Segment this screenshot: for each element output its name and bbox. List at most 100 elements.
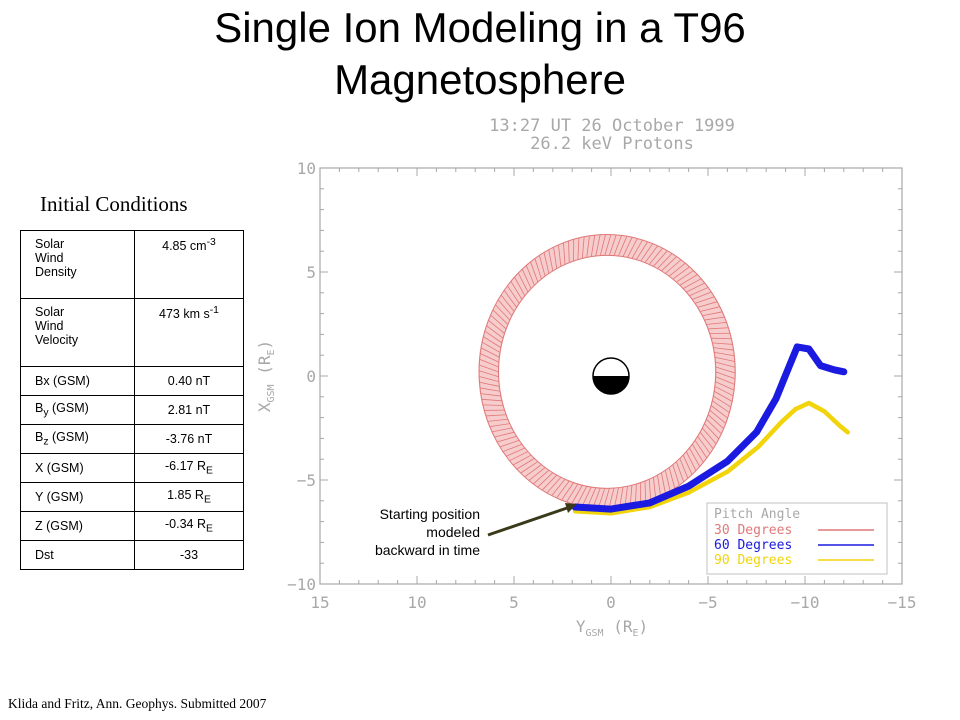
label-x-gsm: X (GSM) — [20, 453, 135, 483]
pitch-30-ring — [478, 234, 736, 510]
ring-hatch — [530, 261, 539, 283]
ring-hatch — [478, 370, 499, 378]
ring-hatch — [510, 281, 523, 300]
plot-title-line-1: 13:27 UT 26 October 1999 — [489, 116, 735, 136]
ring-hatch — [507, 285, 520, 304]
table-row: By (GSM) 2.81 nT — [20, 395, 244, 425]
y-tick-label: −10 — [287, 575, 316, 594]
ring-hatch — [627, 238, 638, 258]
label-main: B — [35, 401, 44, 416]
label-line: Velocity — [35, 333, 79, 347]
ring-hatch — [587, 487, 597, 508]
x-axis-label-rest: (R — [604, 617, 633, 636]
ring-hatch — [694, 440, 708, 459]
ring-hatch — [497, 299, 513, 316]
ring-hatch — [715, 371, 736, 380]
ring-hatch — [665, 259, 682, 274]
y-axis-label-sub: GSM — [266, 384, 277, 402]
ring-hatch — [488, 319, 505, 334]
ring-hatch — [706, 418, 722, 435]
ring-hatch — [715, 381, 735, 391]
ring-hatch — [713, 395, 732, 408]
ring-hatch — [528, 467, 546, 481]
ring-hatch — [568, 240, 570, 263]
value-sup: -1 — [209, 305, 219, 316]
ring-hatch — [566, 483, 579, 503]
ring-hatch — [613, 235, 622, 256]
ring-hatch — [644, 481, 647, 503]
ring-hatch — [675, 461, 685, 482]
y-axis-label: XGSM (RE) — [255, 340, 277, 412]
label-line: Solar — [35, 305, 65, 319]
value-solar-wind-velocity: 473 km s-1 — [134, 298, 244, 367]
ring-hatch — [715, 366, 736, 374]
ring-hatch — [679, 274, 698, 286]
initial-conditions-heading: Initial Conditions — [40, 192, 188, 216]
legend-label: 90 Degrees — [714, 553, 792, 568]
ring-hatch — [503, 290, 517, 308]
ring-hatch — [502, 443, 523, 453]
ring-hatch — [714, 356, 735, 362]
ring-hatch — [492, 309, 509, 325]
legend-label: 30 Degrees — [714, 523, 792, 538]
ring-hatch — [577, 237, 580, 260]
label-line: Wind — [35, 319, 64, 333]
value-dst: -33 — [134, 540, 244, 570]
table-row: Bx (GSM) 0.40 nT — [20, 366, 244, 396]
citation-footer: Klida and Fritz, Ann. Geophys. Submitted… — [8, 696, 267, 711]
ring-hatch — [702, 427, 717, 445]
label-rest: (GSM) — [48, 401, 89, 416]
annotation-arrow-line — [487, 505, 571, 537]
label-main: B — [35, 430, 44, 445]
annotation-line: backward in time — [374, 542, 480, 558]
ring-hatch — [479, 381, 500, 387]
ring-hatch — [576, 486, 588, 506]
ring-hatch — [495, 304, 511, 321]
label-solar-wind-velocity: Solar Wind Velocity — [20, 298, 135, 367]
annotation-line: modeled — [426, 524, 480, 540]
ring-hatch — [709, 409, 727, 424]
ring-hatch — [483, 336, 502, 348]
ring-hatch — [618, 236, 628, 257]
ring-hatch — [479, 364, 499, 373]
table-row: Dst -33 — [20, 540, 244, 570]
title-line-1: Single Ion Modeling in a T96 — [214, 4, 746, 51]
ring-hatch — [679, 458, 689, 479]
ring-hatch — [714, 352, 735, 357]
ring-hatch — [500, 294, 515, 312]
ring-hatch — [537, 472, 554, 488]
ring-hatch — [691, 443, 704, 463]
table-row: Solar Wind Density 4.85 cm-3 — [20, 230, 244, 299]
x-tick-label: −5 — [698, 593, 717, 612]
label-line: Density — [35, 265, 77, 279]
ring-hatch — [657, 253, 673, 269]
legend-title: Pitch Angle — [714, 507, 800, 522]
value-sub: E — [203, 494, 211, 506]
ring-hatch — [487, 418, 508, 422]
ring-hatch — [694, 296, 715, 304]
ring-hatch — [714, 386, 734, 397]
ring-hatch — [524, 464, 542, 478]
ring-hatch — [534, 258, 542, 280]
ring-hatch — [711, 337, 732, 340]
ring-hatch — [609, 234, 617, 256]
ring-hatch — [499, 439, 520, 448]
ring-hatch — [702, 311, 723, 317]
ring-hatch — [556, 480, 570, 499]
ring-hatch — [657, 475, 662, 497]
legend-label: 60 Degrees — [714, 538, 792, 553]
y-axis-unit-sub: E — [266, 350, 277, 356]
ring-hatch — [490, 314, 507, 330]
ring-hatch — [661, 472, 666, 495]
ring-hatch — [520, 461, 539, 474]
ring-hatch — [635, 241, 649, 260]
value-main: -6.17 R — [165, 459, 207, 474]
ring-hatch — [479, 358, 499, 368]
value-solar-wind-density: 4.85 cm-3 — [134, 230, 244, 299]
ring-hatch — [707, 414, 724, 429]
ring-hatch — [494, 431, 515, 438]
x-tick-label: 10 — [407, 593, 426, 612]
ring-hatch — [706, 321, 727, 325]
